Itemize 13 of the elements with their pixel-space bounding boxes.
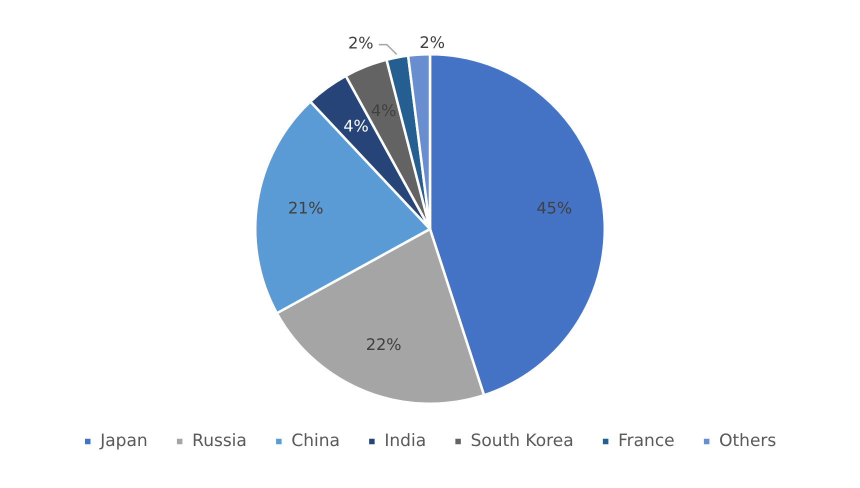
legend-label: China	[291, 430, 340, 451]
data-label: 4%	[343, 116, 369, 136]
data-label: 21%	[288, 198, 324, 218]
data-label: 2%	[348, 34, 374, 53]
legend-label: India	[384, 430, 426, 451]
legend-label: Russia	[192, 430, 247, 451]
legend-label: Japan	[99, 430, 148, 451]
data-label: 2%	[420, 32, 445, 52]
data-label: 45%	[536, 198, 572, 218]
legend-label: France	[618, 430, 675, 451]
legend-label: Others	[719, 430, 776, 451]
legend-label: South Korea	[470, 430, 574, 451]
data-label: 22%	[366, 335, 402, 354]
